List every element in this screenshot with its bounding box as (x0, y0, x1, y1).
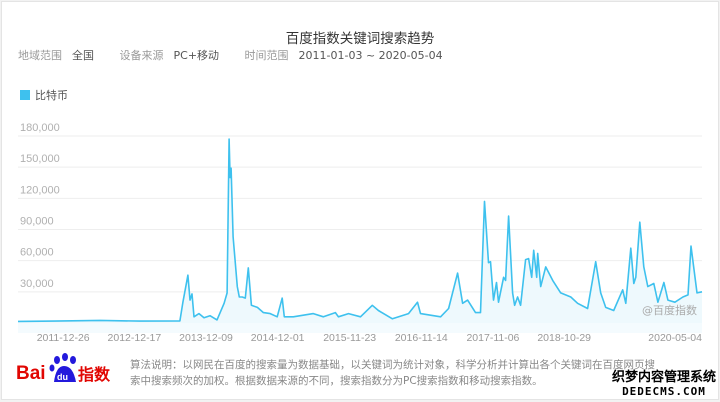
site-watermark-line1: 织梦内容管理系统 (611, 370, 716, 385)
x-tick-label: 2018-10-29 (537, 332, 591, 344)
baidu-index-logo: Bai du 指数 (16, 353, 111, 384)
filter-region-label: 地域范围 (18, 49, 62, 62)
svg-text:du: du (57, 372, 68, 382)
filter-time-label: 时间范围 (244, 49, 289, 62)
chart-title: 百度指数关键词搜索趋势 (285, 31, 435, 47)
x-tick-label: 2014-12-01 (251, 332, 305, 344)
filter-region-value: 全国 (72, 49, 94, 62)
x-tick-label: 2013-12-09 (179, 332, 233, 344)
filter-row: 地域范围 全国 设备来源 PC+移动 时间范围 2011-01-03 ~ 2020-0… (18, 47, 465, 63)
x-tick-label: 2016-11-14 (395, 332, 448, 344)
legend-label: 比特币 (35, 89, 68, 102)
chart-watermark: @百度指数 (642, 304, 697, 317)
x-tick-label: 2017-11-06 (466, 332, 519, 344)
x-tick-label: 2012-12-17 (108, 332, 162, 344)
y-tick-label: 30,000 (20, 278, 54, 290)
y-tick-label: 120,000 (20, 184, 60, 196)
x-tick-label: 2015-11-23 (323, 332, 376, 344)
y-tick-label: 150,000 (20, 153, 60, 165)
site-watermark-line2: DEDECMS.COM (622, 385, 706, 398)
y-tick-label: 60,000 (20, 247, 54, 259)
legend[interactable]: 比特币 (20, 87, 68, 103)
svg-text:指数: 指数 (78, 365, 111, 384)
x-tick-label: 2020-05-04 (648, 332, 702, 344)
legend-swatch (20, 90, 30, 100)
filter-device-label: 设备来源 (119, 49, 164, 62)
filter-device-value: PC+移动 (173, 49, 220, 62)
series-line (17, 138, 703, 323)
x-tick-label: 2011-12-26 (37, 332, 90, 344)
site-watermark: 织梦内容管理系统 DEDECMS.COM (612, 366, 716, 398)
x-axis-band (18, 323, 702, 333)
algorithm-note-line1: 算法说明：以网民在百度的搜索量为数据基础，以关键词为统计对象，科学分析并计算出各… (130, 359, 655, 371)
algorithm-note: 算法说明：以网民在百度的搜索量为数据基础，以关键词为统计对象，科学分析并计算出各… (130, 357, 715, 389)
y-tick-label: 180,000 (20, 122, 60, 134)
svg-text:Bai: Bai (16, 363, 46, 384)
filter-time-value: 2011-01-03 ~ 2020-05-04 (298, 49, 443, 62)
y-tick-label: 90,000 (20, 216, 54, 228)
algorithm-note-line2: 索中搜索频次的加权。根据数据来源的不同，搜索指数分为PC搜索指数和移动搜索指数。 (130, 375, 543, 387)
